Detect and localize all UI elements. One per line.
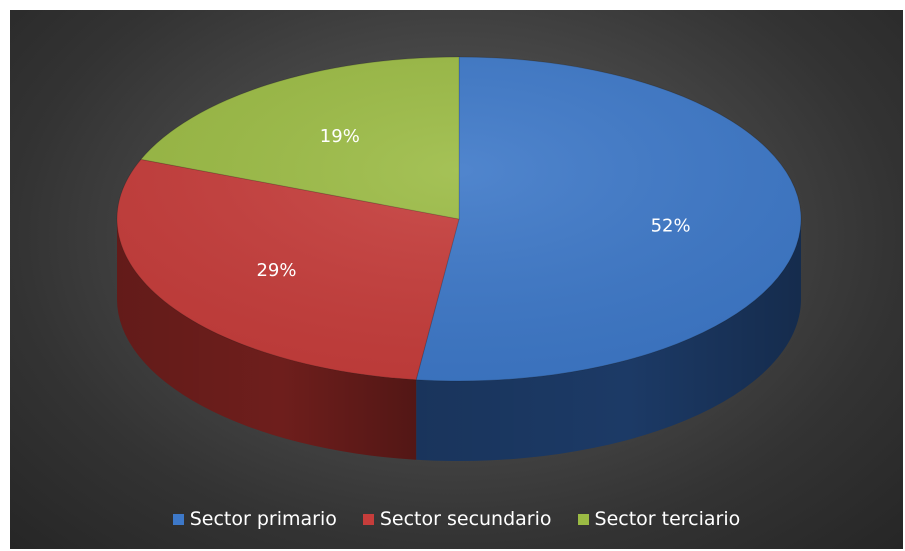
pie-tops [116, 56, 802, 382]
pie-side-shade-primario [416, 219, 801, 462]
pie-chart: 52% 29% 19% [116, 56, 802, 462]
legend-label-primario: Sector primario [189, 508, 337, 530]
pie-sides [117, 219, 801, 462]
pie-labels: 52% 29% 19% [256, 126, 690, 281]
legend-swatch-primario [172, 513, 184, 525]
pie-top-shine [117, 57, 801, 381]
legend-item-secundario: Sector secundario [362, 508, 552, 530]
legend-label-secundario: Sector secundario [379, 508, 552, 530]
legend-swatch-terciario [577, 513, 589, 525]
legend: Sector primario Sector secundario Sector… [10, 507, 903, 531]
legend-swatch-secundario [362, 513, 374, 525]
pie-side-shade-secundario [117, 219, 417, 460]
data-label-secundario: 29% [256, 260, 296, 281]
data-label-terciario: 19% [320, 126, 360, 147]
legend-item-primario: Sector primario [172, 508, 337, 530]
data-label-primario: 52% [651, 215, 691, 236]
legend-item-terciario: Sector terciario [577, 508, 741, 530]
chart-area: 52% 29% 19% Sector primario Sector secunda… [10, 10, 903, 549]
legend-label-terciario: Sector terciario [594, 508, 741, 530]
